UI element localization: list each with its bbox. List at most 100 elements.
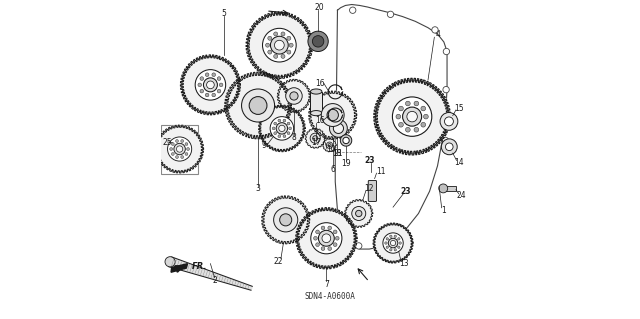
Circle shape — [180, 156, 184, 159]
Text: 23: 23 — [364, 156, 374, 165]
Circle shape — [283, 119, 286, 122]
Circle shape — [217, 77, 221, 80]
Circle shape — [328, 247, 332, 250]
Circle shape — [285, 88, 302, 104]
Circle shape — [185, 143, 188, 145]
Circle shape — [200, 77, 204, 80]
Circle shape — [356, 210, 362, 217]
Circle shape — [172, 152, 174, 155]
Circle shape — [386, 238, 388, 240]
Circle shape — [241, 89, 275, 122]
Circle shape — [403, 107, 422, 126]
Circle shape — [180, 139, 184, 142]
Circle shape — [406, 127, 410, 132]
Circle shape — [275, 40, 284, 50]
Circle shape — [312, 36, 324, 47]
Circle shape — [328, 226, 332, 230]
Circle shape — [316, 243, 319, 247]
Circle shape — [172, 143, 174, 145]
Polygon shape — [246, 12, 313, 78]
Circle shape — [279, 125, 285, 131]
Circle shape — [414, 127, 419, 132]
Text: 20: 20 — [314, 4, 324, 12]
Circle shape — [406, 101, 410, 106]
Bar — [444, 186, 456, 191]
Circle shape — [390, 249, 392, 251]
Circle shape — [314, 236, 317, 240]
Circle shape — [278, 135, 281, 137]
Text: 25: 25 — [163, 137, 172, 146]
Circle shape — [414, 101, 419, 106]
Circle shape — [376, 245, 383, 251]
Circle shape — [276, 123, 287, 134]
Text: 10: 10 — [326, 145, 335, 154]
Circle shape — [390, 241, 396, 246]
Circle shape — [187, 148, 189, 151]
Circle shape — [217, 89, 221, 93]
Circle shape — [310, 133, 320, 143]
Circle shape — [281, 54, 285, 58]
Circle shape — [271, 36, 288, 54]
Circle shape — [396, 114, 401, 119]
Circle shape — [262, 28, 296, 62]
Circle shape — [407, 111, 417, 122]
Circle shape — [313, 136, 318, 141]
Circle shape — [390, 235, 392, 237]
Text: 11: 11 — [376, 167, 386, 176]
Circle shape — [383, 233, 403, 253]
Circle shape — [442, 137, 449, 144]
Circle shape — [397, 246, 400, 249]
Circle shape — [322, 234, 331, 243]
Circle shape — [445, 117, 453, 126]
Circle shape — [270, 117, 294, 140]
Circle shape — [397, 238, 400, 240]
Circle shape — [289, 127, 292, 130]
Circle shape — [308, 31, 328, 51]
Circle shape — [272, 127, 275, 130]
Circle shape — [212, 93, 216, 97]
Text: FR.: FR. — [192, 262, 207, 271]
Circle shape — [432, 27, 438, 33]
Circle shape — [278, 119, 281, 122]
Circle shape — [290, 92, 298, 100]
Circle shape — [421, 106, 426, 111]
Circle shape — [321, 247, 325, 250]
Circle shape — [326, 142, 333, 148]
Circle shape — [274, 122, 276, 125]
Polygon shape — [323, 138, 336, 152]
Text: 15: 15 — [454, 104, 464, 113]
Circle shape — [327, 109, 339, 121]
Circle shape — [268, 36, 272, 40]
Circle shape — [392, 97, 432, 136]
Circle shape — [356, 243, 362, 249]
Text: 16: 16 — [315, 116, 325, 125]
Text: 17: 17 — [312, 138, 321, 147]
Text: 1: 1 — [441, 206, 445, 215]
Polygon shape — [180, 55, 241, 115]
Circle shape — [198, 83, 202, 87]
Circle shape — [421, 122, 426, 127]
Text: 4: 4 — [436, 31, 441, 40]
Circle shape — [394, 249, 396, 251]
Circle shape — [281, 32, 285, 36]
Text: 23: 23 — [401, 187, 411, 196]
Circle shape — [394, 235, 396, 237]
Circle shape — [316, 230, 319, 234]
Circle shape — [195, 70, 226, 100]
Polygon shape — [305, 128, 325, 148]
Circle shape — [424, 114, 428, 119]
Circle shape — [442, 139, 457, 155]
Circle shape — [200, 89, 204, 93]
Circle shape — [268, 50, 272, 54]
Polygon shape — [373, 223, 413, 263]
Circle shape — [387, 11, 394, 18]
Circle shape — [333, 243, 337, 247]
Circle shape — [249, 97, 267, 115]
Circle shape — [175, 156, 179, 159]
Bar — [161, 124, 198, 174]
Polygon shape — [277, 79, 310, 113]
Circle shape — [174, 143, 186, 155]
Circle shape — [319, 230, 334, 246]
Text: 2: 2 — [212, 276, 217, 285]
Circle shape — [207, 81, 214, 89]
